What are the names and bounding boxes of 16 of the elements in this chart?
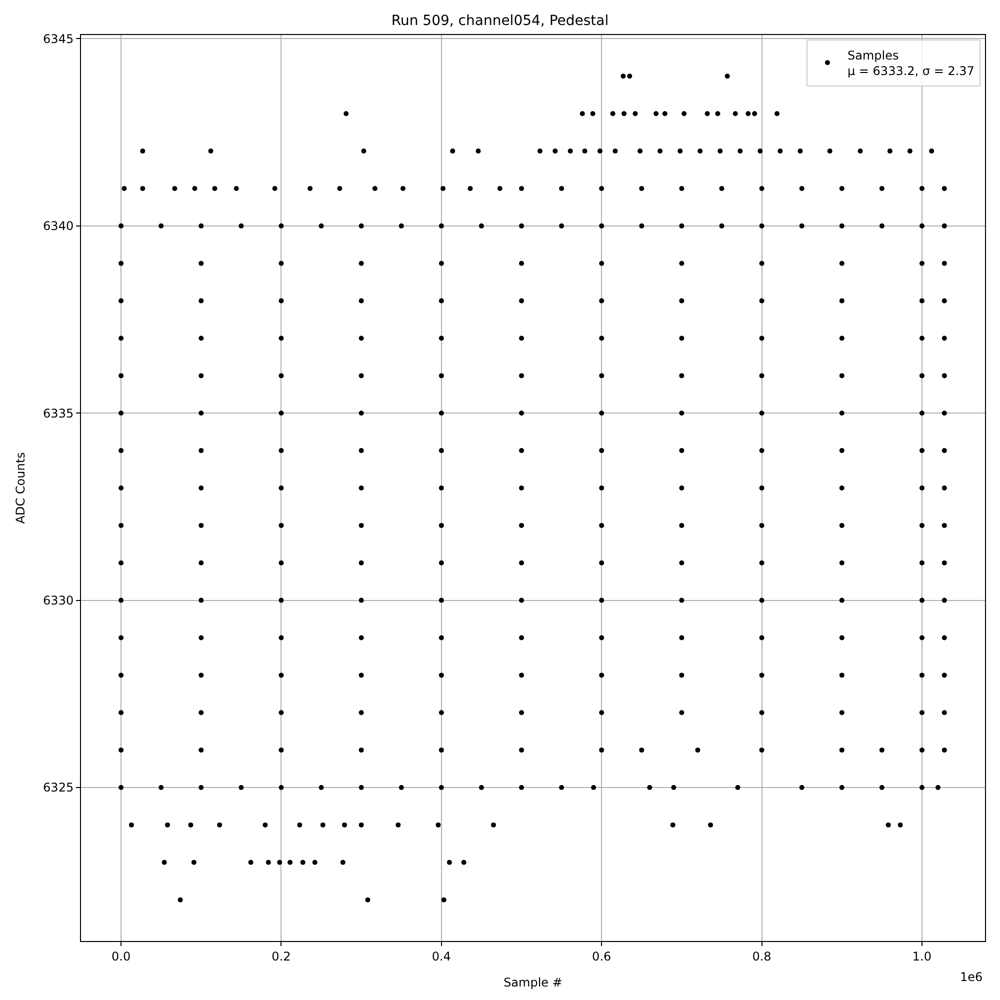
x-tick-label: 0.0 — [112, 949, 131, 964]
x-tick-label: 0.2 — [272, 949, 291, 964]
y-tick-label: 6340 — [43, 219, 74, 234]
y-tick-label: 6330 — [43, 594, 74, 608]
x-tick-label: 0.6 — [592, 949, 612, 964]
legend-label: Samples μ = 6333.2, σ = 2.37 — [847, 48, 974, 78]
x-tick-label: 0.4 — [432, 949, 451, 964]
y-tick-label: 6325 — [43, 780, 74, 795]
y-tick-label: 6345 — [43, 32, 74, 46]
x-tick-label: 1.0 — [912, 949, 932, 964]
x-tick-label: 0.8 — [752, 949, 772, 964]
y-axis-title: ADC Counts — [13, 452, 28, 524]
chart-title: Run 509, channel054, Pedestal — [391, 12, 609, 29]
y-tick-label: 6335 — [43, 406, 74, 420]
text: 1e6 — [960, 970, 983, 984]
x-axis-title: Sample # — [504, 975, 562, 990]
